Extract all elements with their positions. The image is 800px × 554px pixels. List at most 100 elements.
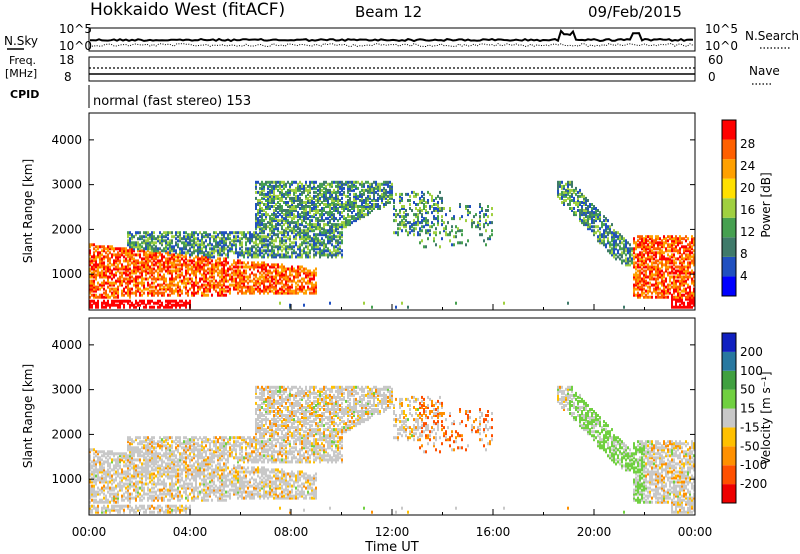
power-cell xyxy=(409,231,411,235)
power-cell xyxy=(209,237,211,241)
power-cell xyxy=(131,287,133,291)
power-cell xyxy=(603,229,605,233)
power-cell xyxy=(667,273,669,277)
power-cell xyxy=(171,271,173,275)
power-cell xyxy=(351,186,353,190)
power-cell xyxy=(233,261,235,265)
power-cell xyxy=(685,305,687,309)
power-cell xyxy=(145,245,147,249)
power-cell xyxy=(223,231,225,235)
velocity-cell xyxy=(89,510,91,514)
power-cell xyxy=(411,223,413,227)
power-cell xyxy=(649,271,651,275)
power-cell xyxy=(195,291,197,295)
power-cell xyxy=(177,283,179,287)
power-cell xyxy=(573,211,575,215)
power-cell xyxy=(131,251,133,255)
power-cell xyxy=(223,275,225,279)
power-cell xyxy=(189,281,191,285)
power-cell xyxy=(337,231,339,235)
power-cell xyxy=(331,207,333,210)
power-cell xyxy=(415,223,417,227)
power-cell xyxy=(203,263,205,267)
power-cell xyxy=(225,241,227,245)
power-cell xyxy=(491,207,493,210)
power-cell xyxy=(303,241,305,245)
power-cell xyxy=(391,184,393,188)
power-cell xyxy=(389,201,391,204)
power-cell xyxy=(269,199,271,202)
power-cell xyxy=(289,245,291,249)
power-cell xyxy=(647,285,649,289)
power-cell xyxy=(137,277,139,281)
power-cell xyxy=(177,273,179,277)
power-cell xyxy=(449,209,451,212)
power-cell xyxy=(135,285,137,289)
power-cell xyxy=(431,205,433,208)
power-cell xyxy=(121,293,123,297)
power-cell xyxy=(103,305,105,309)
power-cell xyxy=(593,225,595,229)
power-cell xyxy=(261,275,263,279)
power-cell xyxy=(301,235,303,239)
power-cell xyxy=(631,257,633,261)
power-cell xyxy=(437,215,439,219)
power-cell xyxy=(223,267,225,271)
power-cell xyxy=(273,291,275,295)
power-cell xyxy=(215,263,217,267)
power-cell xyxy=(259,271,261,275)
power-cell xyxy=(673,253,675,257)
power-cell xyxy=(153,263,155,267)
power-cell xyxy=(687,291,689,295)
power-cell xyxy=(153,277,155,281)
power-cell xyxy=(165,269,167,273)
power-cell xyxy=(593,229,595,233)
power-cell xyxy=(443,221,445,225)
power-cell xyxy=(321,237,323,241)
power-cell xyxy=(195,281,197,285)
power-cell xyxy=(485,243,487,247)
power-cell xyxy=(605,235,607,239)
power-cell xyxy=(679,247,681,251)
power-cell xyxy=(651,251,653,255)
power-cell xyxy=(671,281,673,285)
power-cell xyxy=(301,287,303,291)
power-cell xyxy=(235,287,237,291)
power-cell xyxy=(153,289,155,293)
power-cell xyxy=(195,255,197,259)
power-cell xyxy=(293,192,295,196)
power-cell xyxy=(223,289,225,293)
power-cell xyxy=(277,251,279,255)
power-cell xyxy=(327,196,329,200)
velocity-cell xyxy=(99,470,101,474)
power-cell xyxy=(255,225,257,229)
power-cell xyxy=(337,190,339,194)
power-cell xyxy=(133,265,135,269)
power-cell xyxy=(239,265,241,269)
power-cell xyxy=(283,213,285,217)
power-cell xyxy=(313,269,315,273)
power-cell xyxy=(691,259,693,263)
power-cell xyxy=(615,231,617,235)
power-cell xyxy=(283,192,285,196)
power-cell xyxy=(651,271,653,275)
power-cell xyxy=(105,269,107,273)
velocity-cell xyxy=(103,488,105,492)
power-cell xyxy=(169,261,171,265)
power-cell xyxy=(613,249,615,253)
power-cell xyxy=(693,283,695,287)
power-cell xyxy=(685,249,687,253)
power-cell xyxy=(227,269,229,273)
power-cell xyxy=(135,299,137,303)
power-cell xyxy=(691,277,693,281)
power-cell xyxy=(137,283,139,287)
power-cell xyxy=(325,235,327,239)
power-cell xyxy=(135,231,137,235)
power-cell xyxy=(429,207,431,210)
power-cell xyxy=(645,271,647,275)
power-cell xyxy=(289,205,291,208)
power-cell xyxy=(317,219,319,223)
power-cell xyxy=(271,196,273,200)
power-cell xyxy=(315,211,317,215)
